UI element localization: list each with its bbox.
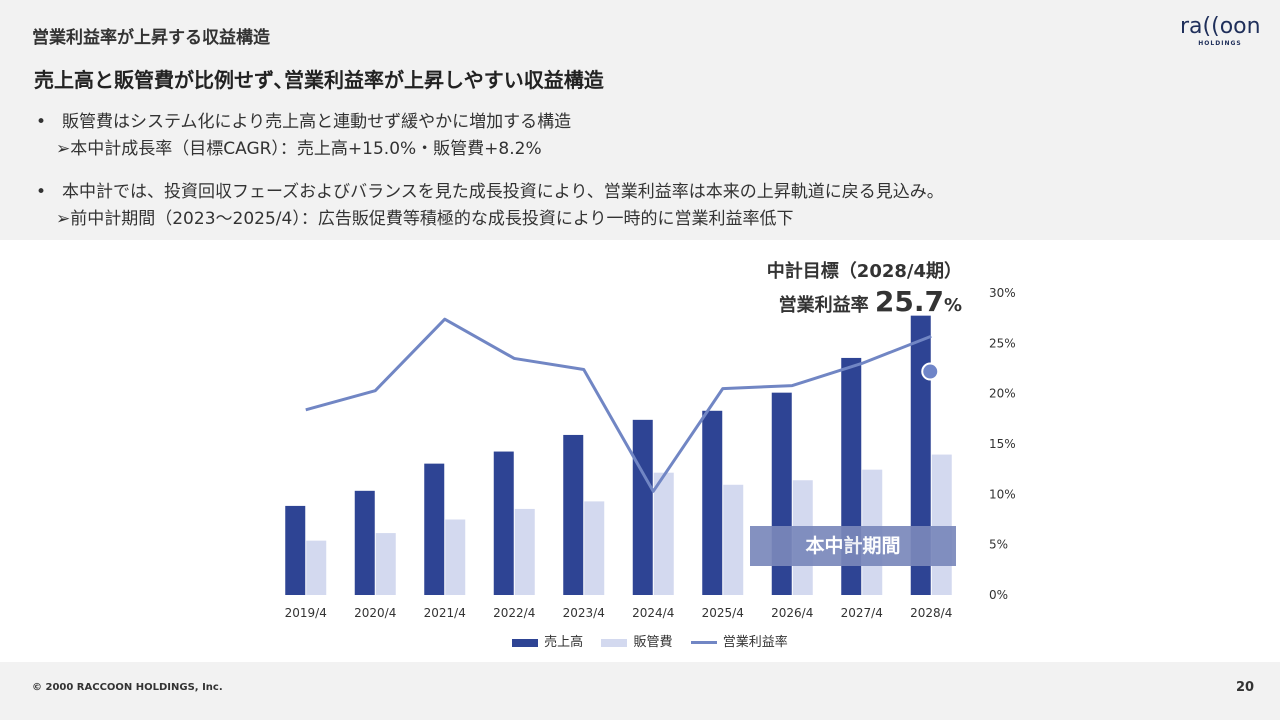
bullet-text: 販管費はシステム化により売上高と連動せず緩やかに増加する構造 <box>62 112 572 132</box>
footer-band <box>0 662 1280 720</box>
combo-chart: 2019/4 2020/4 2021/4 2022/4 2023/4 2024/4 2025… <box>285 286 1016 620</box>
bar-sga <box>514 508 535 595</box>
margin-target-marker <box>921 362 940 381</box>
bar-sales <box>702 410 723 595</box>
x-tick-label: 2019/4 <box>285 606 327 620</box>
page-number: 20 <box>1236 680 1255 695</box>
page-headline: 売上高と販管費が比例せず､営業利益率が上昇しやすい収益構造 <box>34 68 604 92</box>
bar-sales <box>910 315 931 595</box>
target-title: 中計目標（2028/4期） <box>766 261 962 282</box>
y2-tick-label: 20% <box>989 387 1016 401</box>
logo-subtext: HOLDINGS <box>1198 40 1242 47</box>
bar-sales <box>563 434 584 595</box>
bar-sales <box>285 505 306 595</box>
bullet-1-sub: ➢本中計成長率（目標CAGR）：売上高+15.0%・販管費+8.2% <box>56 139 542 159</box>
x-tick-label: 2024/4 <box>632 606 674 620</box>
y2-tick-label: 10% <box>989 487 1016 501</box>
bar-sga <box>584 501 605 595</box>
bar-sga <box>445 519 466 595</box>
y2-tick-label: 25% <box>989 336 1016 350</box>
y2-tick-label: 5% <box>989 538 1008 552</box>
bar-sga <box>375 533 396 595</box>
legend-swatch-sales <box>512 638 538 647</box>
x-tick-label: 2026/4 <box>771 606 813 620</box>
logo-text: ra((oon <box>1180 14 1261 39</box>
x-tick-label: 2021/4 <box>424 606 466 620</box>
target-callout: 中計目標（2028/4期） 営業利益率 25.7% <box>767 257 962 318</box>
header-band <box>0 0 1280 240</box>
x-tick-label: 2025/4 <box>702 606 744 620</box>
chart-legend: 売上高 販管費 営業利益率 <box>512 631 802 650</box>
plan-period-label: 本中計期間 <box>750 526 956 566</box>
legend-label: 販管費 <box>633 635 673 650</box>
bullet-dot: • <box>36 182 47 202</box>
bar-sga <box>931 454 952 595</box>
legend-swatch-margin <box>690 641 717 644</box>
legend-swatch-sga <box>601 638 628 647</box>
y2-tick-label: 15% <box>989 437 1016 451</box>
company-logo: ra((oon HOLDINGS <box>1180 14 1261 50</box>
bar-sga <box>723 484 744 595</box>
bullet-dot: • <box>36 112 47 132</box>
y2-tick-label: 30% <box>989 286 1016 300</box>
target-value-line: 営業利益率 25.7% <box>767 285 962 318</box>
bar-sales <box>354 490 375 595</box>
line-operating-margin <box>305 317 932 493</box>
x-tick-label: 2020/4 <box>354 606 396 620</box>
bar-sga <box>653 472 674 595</box>
bar-sales <box>424 463 445 595</box>
target-unit: % <box>943 295 962 316</box>
y2-tick-label: 0% <box>989 588 1008 602</box>
bar-sales <box>493 451 514 595</box>
legend-item-sga: 販管費 <box>601 631 672 650</box>
target-label: 営業利益率 <box>778 295 869 316</box>
legend-label: 営業利益率 <box>722 635 788 650</box>
x-tick-label: 2023/4 <box>563 606 605 620</box>
x-tick-label: 2027/4 <box>841 606 883 620</box>
section-title: 営業利益率が上昇する収益構造 <box>32 28 270 48</box>
legend-item-sales: 売上高 <box>512 631 583 650</box>
legend-label: 売上高 <box>544 635 584 650</box>
bullet-2-sub: ➢前中計期間（2023〜2025/4）：広告販促費等積極的な成長投資により一時的… <box>56 209 794 229</box>
legend-item-margin: 営業利益率 <box>690 631 788 650</box>
target-value: 25.7 <box>874 285 944 318</box>
bar-sga <box>306 540 327 595</box>
bar-sales <box>632 419 653 595</box>
bullet-text: 本中計では、投資回収フェーズおよびバランスを見た成長投資により、営業利益率は本来… <box>62 182 944 202</box>
copyright: © 2000 RACCOON HOLDINGS, Inc. <box>32 682 223 693</box>
x-tick-label: 2022/4 <box>493 606 535 620</box>
x-tick-label: 2028/4 <box>910 606 952 620</box>
